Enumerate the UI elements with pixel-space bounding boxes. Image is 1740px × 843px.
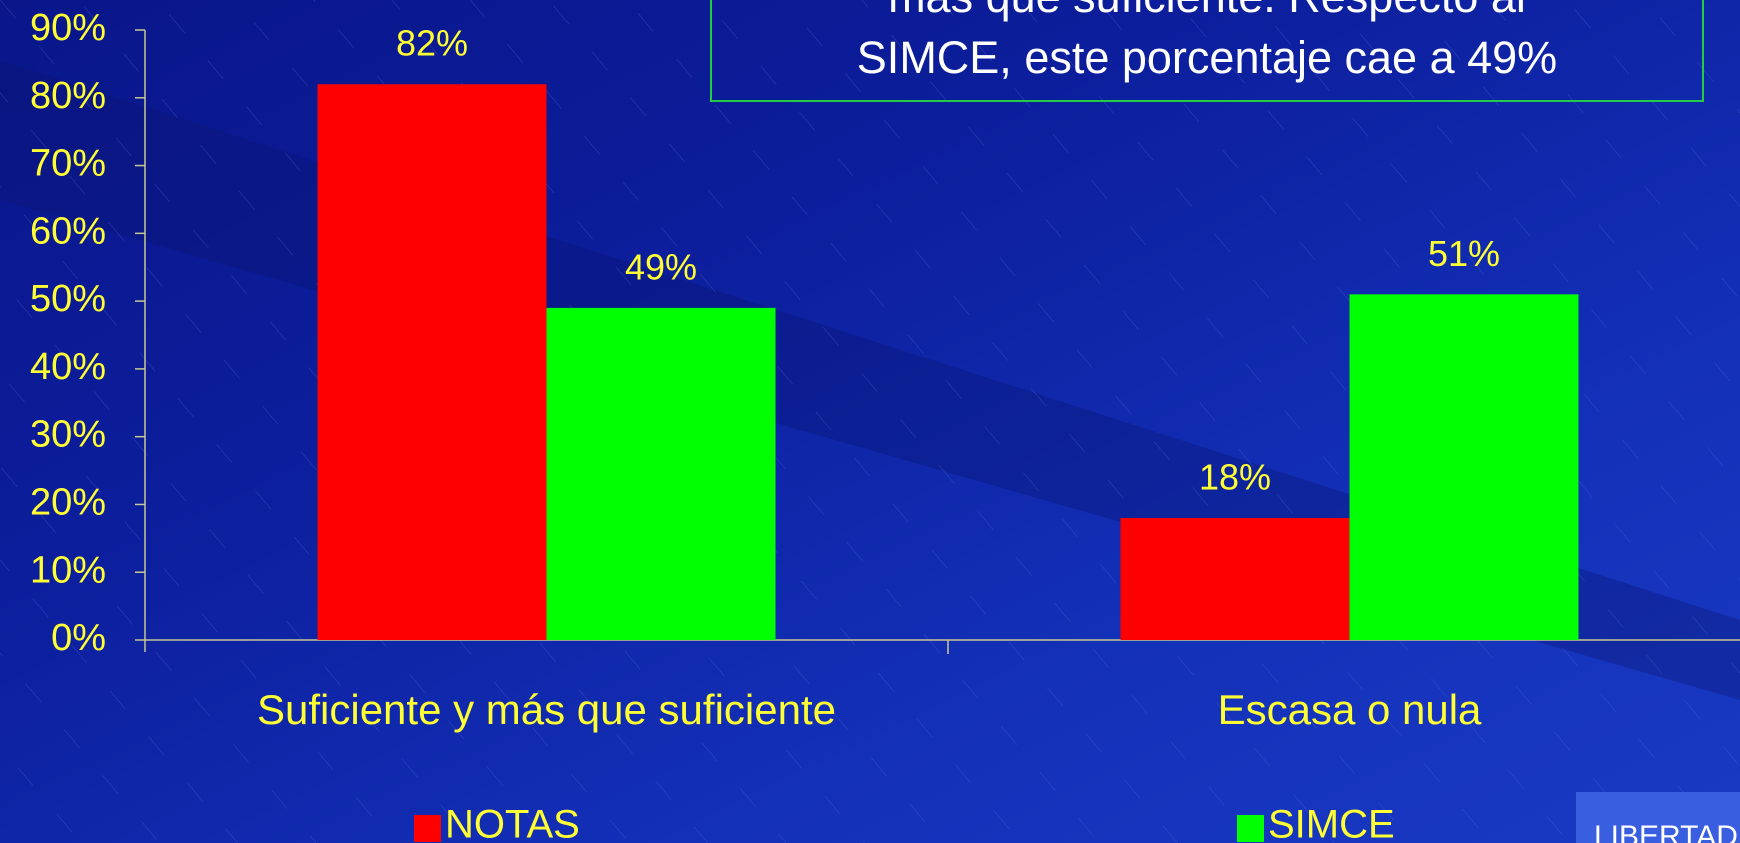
legend-label: NOTAS xyxy=(445,803,580,843)
x-tick-label: Suficiente y más que suficiente xyxy=(257,686,836,733)
bar xyxy=(546,307,776,640)
bar xyxy=(317,84,547,640)
y-tick-label: 90% xyxy=(30,7,106,49)
legend-swatch xyxy=(1237,815,1264,842)
data-label: 82% xyxy=(396,23,468,64)
logo-text: LIBERTAD xyxy=(1594,820,1738,843)
y-tick-label: 60% xyxy=(30,210,106,252)
annotation-text: más que suficiente. Respecto al xyxy=(888,0,1526,22)
annotation-box xyxy=(710,0,1704,102)
x-tick-label: Escasa o nula xyxy=(1218,686,1482,733)
y-tick-label: 0% xyxy=(51,617,106,659)
y-tick-label: 40% xyxy=(30,346,106,388)
y-tick-label: 20% xyxy=(30,481,106,523)
logo-box xyxy=(1576,792,1740,843)
data-label: 49% xyxy=(625,246,697,287)
legend-label: SIMCE xyxy=(1268,803,1395,843)
data-label: 18% xyxy=(1199,457,1271,498)
y-tick-label: 10% xyxy=(30,549,106,591)
bar xyxy=(1120,518,1350,640)
legend-swatch xyxy=(414,815,441,842)
y-tick-label: 30% xyxy=(30,414,106,456)
y-tick-label: 70% xyxy=(30,143,106,185)
data-label: 51% xyxy=(1428,233,1500,274)
y-tick-label: 50% xyxy=(30,278,106,320)
annotation-text: SIMCE, este porcentaje cae a 49% xyxy=(857,32,1557,83)
y-tick-label: 80% xyxy=(30,75,106,117)
bar xyxy=(1349,294,1579,640)
